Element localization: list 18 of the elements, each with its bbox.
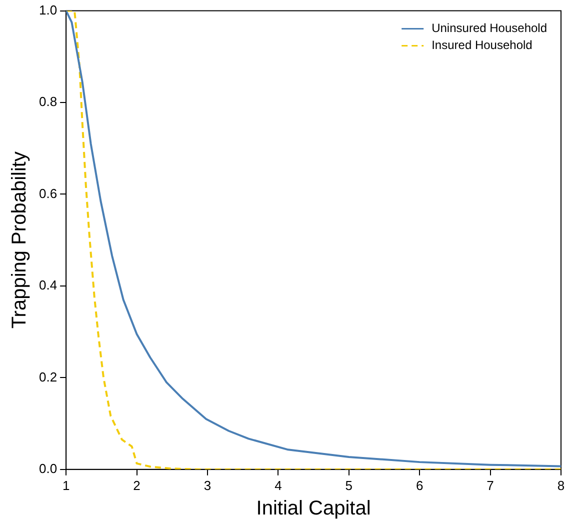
legend-label: Uninsured Household: [432, 21, 547, 36]
x-tick-label: 3: [204, 478, 212, 493]
y-tick-label: 0.6: [38, 186, 58, 201]
x-axis-title: Initial Capital: [256, 498, 371, 520]
y-tick-label: 0.0: [38, 460, 58, 476]
x-tick-label: 5: [345, 478, 353, 493]
y-tick-label: 1.0: [38, 2, 58, 18]
y-axis-title: Trapping Probability: [8, 152, 31, 329]
legend-label: Insured Household: [432, 38, 532, 52]
y-tick-label: 0.8: [38, 94, 58, 110]
x-tick-label: 7: [486, 478, 494, 493]
x-tick-label: 2: [133, 478, 140, 493]
x-tick-label: 4: [274, 478, 282, 493]
x-tick-label: 1: [62, 478, 70, 493]
y-tick-label: 0.2: [38, 369, 58, 384]
y-tick-label: 0.4: [38, 278, 58, 293]
x-tick-label: 8: [557, 478, 565, 493]
x-tick-label: 6: [416, 478, 424, 493]
